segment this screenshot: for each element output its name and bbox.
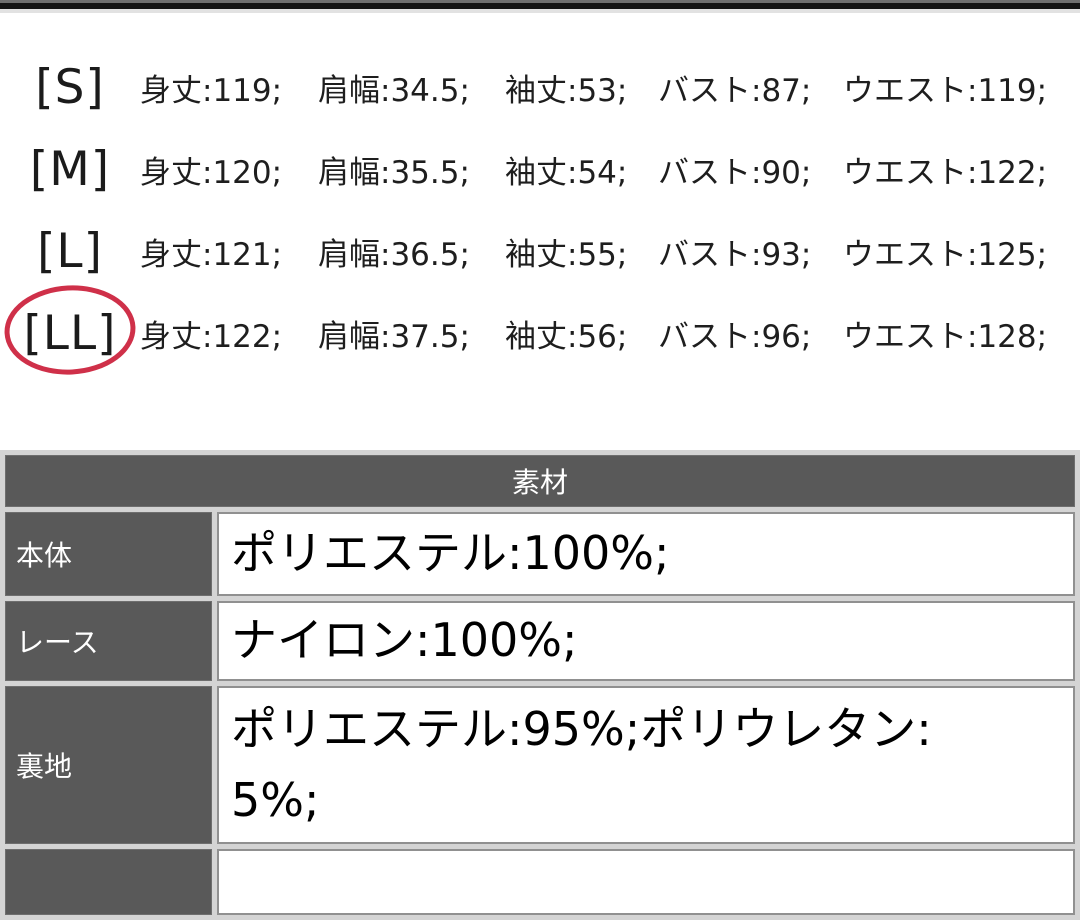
size-cell: [S]	[0, 46, 140, 128]
size-label: [S]	[35, 59, 105, 115]
measurement-sleeve-length: 袖丈:56;	[505, 318, 628, 355]
table-row-lace: レース ナイロン:100%;	[5, 601, 1075, 681]
measurement-sleeve-length: 袖丈:54;	[505, 154, 628, 191]
material-label-cell: 本体	[5, 512, 212, 596]
measurement-bust: バスト:87;	[658, 72, 812, 109]
size-chart: [S] 身丈:119; 肩幅:34.5; 袖丈:53; バスト:87; ウエスト…	[0, 46, 1080, 375]
material-label-cell: 裏地	[5, 686, 212, 844]
material-value-cell: ポリエステル:95%;ポリウレタン:5%;	[217, 686, 1075, 844]
measurement-bust: バスト:90;	[658, 154, 812, 191]
measurement-body-length: 身丈:121;	[140, 236, 283, 273]
measurement-waist: ウエスト:128;	[843, 318, 1048, 355]
material-table-header-row: 素材	[5, 455, 1075, 507]
size-label: [LL]	[23, 305, 117, 361]
table-row-continuation	[5, 849, 1075, 915]
material-value-text: ナイロン:100%;	[231, 613, 578, 668]
size-row-l: [L] 身丈:121; 肩幅:36.5; 袖丈:55; バスト:93; ウエスト…	[0, 210, 1080, 292]
material-label-cell: レース	[5, 601, 212, 681]
measurement-body-length: 身丈:120;	[140, 154, 283, 191]
measurement-shoulder-width: 肩幅:37.5;	[318, 318, 470, 355]
measurement-sleeve-length: 袖丈:53;	[505, 72, 628, 109]
measurement-waist: ウエスト:119;	[843, 72, 1048, 109]
size-cell: [M]	[0, 128, 140, 210]
material-value-cell: ナイロン:100%;	[217, 601, 1075, 681]
material-value-cell: ポリエステル:100%;	[217, 512, 1075, 596]
measurement-body-length: 身丈:119;	[140, 72, 283, 109]
size-label: [L]	[37, 223, 103, 279]
measurement-body-length: 身丈:122;	[140, 318, 283, 355]
measurement-waist: ウエスト:122;	[843, 154, 1048, 191]
size-row-s: [S] 身丈:119; 肩幅:34.5; 袖丈:53; バスト:87; ウエスト…	[0, 46, 1080, 128]
size-label: [M]	[29, 141, 111, 197]
size-cell: [L]	[0, 210, 140, 292]
size-cell: [LL]	[0, 285, 140, 375]
measurement-sleeve-length: 袖丈:55;	[505, 236, 628, 273]
material-value-cell	[217, 849, 1075, 915]
measurement-shoulder-width: 肩幅:34.5;	[318, 72, 470, 109]
size-row-ll: [LL] 身丈:122; 肩幅:37.5; 袖丈:56; バスト:96; ウエス…	[0, 285, 1080, 375]
table-row-body: 本体 ポリエステル:100%;	[5, 512, 1075, 596]
material-table: 素材 本体 ポリエステル:100%; レース ナイロン:100%; 裏地 ポリエ…	[0, 450, 1080, 920]
measurement-bust: バスト:93;	[658, 236, 812, 273]
table-row-lining: 裏地 ポリエステル:95%;ポリウレタン:5%;	[5, 686, 1075, 844]
material-table-title: 素材	[5, 455, 1075, 507]
measurement-bust: バスト:96;	[658, 318, 812, 355]
measurement-shoulder-width: 肩幅:35.5;	[318, 154, 470, 191]
top-divider	[0, 0, 1080, 13]
material-label-cell	[5, 849, 212, 915]
material-value-text: ポリエステル:100%;	[231, 526, 670, 581]
material-value-text: ポリエステル:95%;ポリウレタン:5%;	[231, 701, 932, 827]
measurement-shoulder-width: 肩幅:36.5;	[318, 236, 470, 273]
measurement-waist: ウエスト:125;	[843, 236, 1048, 273]
size-row-m: [M] 身丈:120; 肩幅:35.5; 袖丈:54; バスト:90; ウエスト…	[0, 128, 1080, 210]
